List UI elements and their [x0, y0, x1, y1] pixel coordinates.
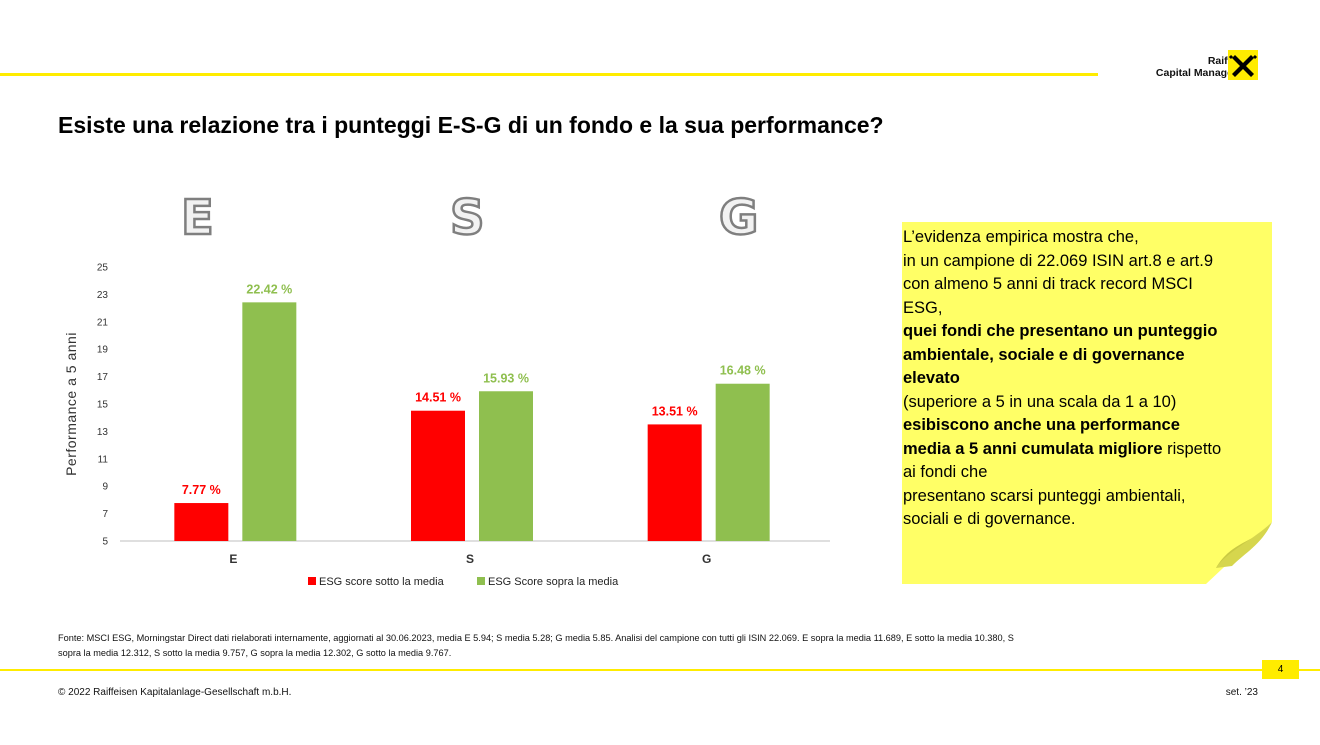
legend-swatch	[308, 577, 316, 585]
copyright: © 2022 Raiffeisen Kapitalanlage-Gesellsc…	[58, 687, 292, 698]
note-text: L’evidenza empirica mostra che, in un cam…	[903, 226, 1273, 532]
y-tick-label: 21	[97, 317, 109, 328]
y-tick-label: 17	[97, 372, 109, 383]
note-line-11: ai fondi che	[903, 463, 988, 481]
source-line-1: Fonte: MSCI ESG, Morningstar Direct dati…	[58, 633, 1014, 643]
y-tick-label: 19	[97, 345, 109, 356]
note-line-1: L’evidenza empirica mostra che,	[903, 228, 1139, 246]
source-footnote: Fonte: MSCI ESG, Morningstar Direct dati…	[58, 631, 1258, 661]
x-tick-label: E	[229, 552, 237, 566]
data-label: 22.42 %	[246, 282, 292, 296]
bar-above-avg-s	[479, 391, 533, 541]
page-curl-icon	[1206, 522, 1272, 584]
bar-below-avg-g	[647, 424, 702, 541]
legend-swatch	[477, 577, 485, 585]
note-line-10: media a 5 anni cumulata migliore rispett…	[903, 438, 1273, 462]
page-title: Esiste una relazione tra i punteggi E-S-…	[58, 112, 884, 138]
pillar-letter-g: G	[718, 189, 760, 248]
y-tick-label: 13	[97, 427, 109, 438]
raiffeisen-logo-icon	[1228, 50, 1258, 80]
page-number: 4	[1262, 660, 1299, 679]
header-divider	[0, 73, 1098, 76]
y-tick-label: 7	[102, 509, 108, 520]
x-tick-label: S	[466, 552, 474, 566]
y-tick-label: 11	[98, 454, 109, 465]
y-tick-label: 5	[102, 537, 108, 548]
note-line-6: ambientale, sociale e di governance	[903, 345, 1185, 364]
esg-performance-chart: 5 7 9 11 13 15 17 19 21 23 25 Performance a 5 anni E…	[40, 250, 860, 610]
data-label: 14.51 %	[415, 391, 461, 405]
source-line-2: sopra la media 12.312, S sotto la media …	[58, 648, 452, 658]
note-line-2: in un campione di 22.069 ISIN art.8 e ar…	[903, 251, 1214, 270]
bar-below-avg-s	[411, 410, 465, 541]
note-line-9: esibiscono anche una performance	[903, 416, 1180, 434]
note-line-3: con almeno 5 anni di track record MSCI	[903, 275, 1193, 293]
bar-above-avg-g	[715, 383, 770, 541]
note-line-10-rest: rispetto	[1162, 439, 1222, 458]
note-line-10-bold: media a 5 anni cumulata migliore	[903, 439, 1163, 458]
y-tick-label: 15	[97, 400, 109, 411]
y-axis-title: Performance a 5 anni	[63, 332, 79, 476]
sticky-note: L’evidenza empirica mostra che, in un cam…	[902, 222, 1272, 584]
note-line-13: sociali e di governance.	[903, 510, 1076, 528]
data-label: 15.93 %	[483, 371, 529, 385]
y-tick-label: 9	[102, 482, 108, 493]
x-tick-label: G	[702, 552, 711, 566]
pillar-letter-e: E	[180, 189, 215, 248]
data-label: 7.77 %	[182, 483, 221, 497]
note-line-5: quei fondi che presentano un punteggio	[903, 322, 1218, 340]
bar-below-avg-e	[174, 503, 229, 541]
note-line-4: ESG,	[903, 298, 943, 317]
footer-divider	[0, 669, 1320, 671]
data-label: 13.51 %	[652, 404, 698, 418]
legend-label: ESG Score sopra la media	[488, 576, 619, 588]
y-tick-label: 25	[97, 263, 109, 274]
footer-date: set. ’23	[1225, 687, 1258, 698]
chart-canvas: 5 7 9 11 13 15 17 19 21 23 25 Performance a 5 anni E…	[63, 263, 830, 588]
legend-label: ESG score sotto la media	[319, 576, 445, 588]
data-label: 16.48 %	[720, 364, 766, 378]
note-line-12: presentano scarsi punteggi ambientali,	[903, 486, 1186, 505]
note-line-7: elevato	[903, 369, 960, 387]
note-line-8: (superiore a 5 in una scala da 1 a 10)	[903, 392, 1177, 411]
y-tick-label: 23	[97, 290, 109, 301]
bar-above-avg-e	[242, 302, 297, 541]
pillar-letter-s: S	[449, 189, 486, 248]
